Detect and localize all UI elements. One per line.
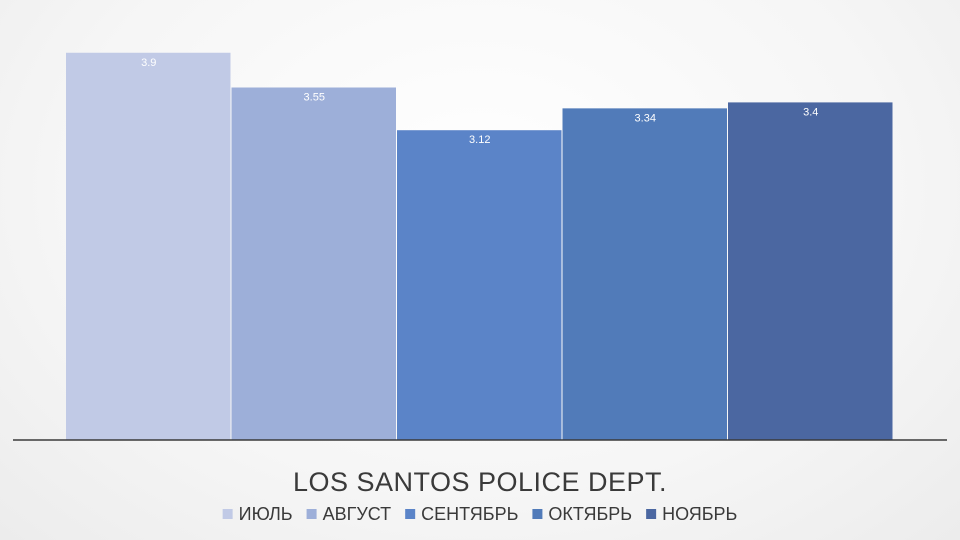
bar-value-label-2: 3.55 — [304, 92, 325, 104]
legend-item-3: СЕНТЯБРЬ — [405, 504, 518, 524]
legend-item-4: ОКТЯБРЬ — [532, 504, 632, 524]
legend-item-1: ИЮЛЬ — [222, 504, 293, 524]
legend: ИЮЛЬ АВГУСТ СЕНТЯБРЬ ОКТЯБРЬ НОЯБРЬ — [222, 504, 737, 524]
legend-swatch-5 — [646, 509, 657, 519]
bar-3 — [397, 130, 562, 441]
legend-item-5: НОЯБРЬ — [646, 504, 737, 524]
category-label: LOS SANTOS POLICE DEPT. — [293, 467, 667, 497]
legend-item-2: АВГУСТ — [306, 504, 392, 524]
legend-swatch-1 — [222, 509, 233, 519]
bar-value-label-4: 3.34 — [635, 112, 656, 124]
legend-swatch-2 — [306, 509, 317, 519]
bar-4 — [562, 108, 727, 440]
legend-label-5: НОЯБРЬ — [662, 504, 737, 524]
legend-label-4: ОКТЯБРЬ — [548, 504, 632, 524]
legend-swatch-3 — [405, 509, 416, 519]
legend-label-2: АВГУСТ — [323, 504, 392, 524]
bar-5 — [728, 102, 893, 441]
bars-group — [66, 52, 893, 441]
bar-value-label-5: 3.4 — [803, 106, 818, 118]
legend-label-1: ИЮЛЬ — [239, 504, 293, 524]
bar-value-label-3: 3.12 — [469, 134, 490, 146]
data-labels-group: 3.9 3.55 3.12 3.34 3.4 — [141, 57, 818, 146]
legend-label-3: СЕНТЯБРЬ — [421, 504, 518, 524]
bar-1 — [66, 52, 231, 441]
bar-2 — [231, 87, 396, 440]
legend-swatch-4 — [532, 509, 543, 519]
bar-value-label-1: 3.9 — [141, 57, 156, 69]
